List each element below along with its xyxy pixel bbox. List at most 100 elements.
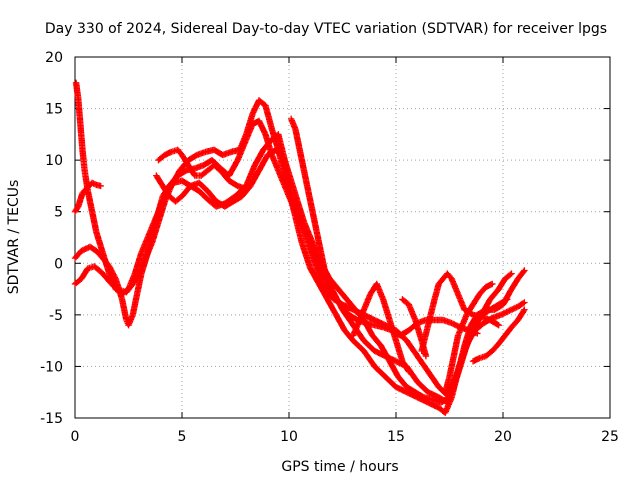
data-point-trail <box>305 240 320 271</box>
x-tick-label: 5 <box>178 429 187 445</box>
data-point-trail <box>441 317 454 326</box>
data-point-trail <box>327 287 337 298</box>
data-point-trail <box>288 117 298 131</box>
x-tick-label: 0 <box>71 429 80 445</box>
data-point-trail <box>89 209 100 235</box>
data-point-trail <box>205 189 219 204</box>
data-point-trail <box>288 178 301 204</box>
data-point-trail <box>106 264 119 281</box>
data-point-trail <box>322 271 333 291</box>
data-point-trail <box>490 312 503 321</box>
data-point-trail <box>301 168 312 193</box>
y-tick-label: 20 <box>45 50 63 66</box>
data-point-trail <box>446 354 457 379</box>
data-point-trail <box>281 158 294 183</box>
y-tick-label: 10 <box>45 153 63 169</box>
series-track-f <box>153 146 528 406</box>
data-point-trail <box>484 281 495 290</box>
data-point-trail <box>404 338 420 359</box>
data-point-trail <box>79 266 91 281</box>
data-point-trail <box>400 359 412 374</box>
y-axis-label: SDTVAR / TECUs <box>6 180 22 295</box>
data-point-trail <box>256 153 271 173</box>
data-point-trail <box>197 180 210 194</box>
data-point-trail <box>248 168 262 188</box>
plot-frame <box>74 56 611 419</box>
data-point-trail <box>118 287 128 295</box>
data-point-trail <box>509 276 521 291</box>
data-point-trail <box>446 374 459 400</box>
data-point-trail <box>459 338 472 358</box>
data-point-trail <box>229 147 242 155</box>
data-point-trail <box>307 266 322 286</box>
data-point-trail <box>346 312 360 323</box>
data-point-trail <box>418 323 431 353</box>
x-tick-label: 25 <box>601 429 619 445</box>
data-point-trail <box>163 149 174 158</box>
data-point-trail <box>314 266 328 291</box>
y-tick-label: 15 <box>45 102 63 118</box>
data-point-trail <box>471 312 484 320</box>
data-point-trail <box>362 312 377 323</box>
data-point-trail <box>344 297 358 312</box>
data-point-trail <box>331 294 343 307</box>
data-point <box>506 307 513 314</box>
series-track-h <box>350 280 413 375</box>
data-point-trail <box>515 307 527 322</box>
data-point-trail <box>75 96 84 126</box>
data-point-trail <box>374 282 386 302</box>
data-point-trail <box>179 153 191 168</box>
y-tick-label: -15 <box>40 411 63 427</box>
data-point-trail <box>149 220 162 245</box>
data-point-trail <box>98 269 110 281</box>
data-point-trail <box>406 302 418 322</box>
data-point-trail <box>415 394 430 406</box>
series-track-l <box>442 280 496 396</box>
data-point-trail <box>502 325 514 338</box>
data-point-trail <box>193 172 203 179</box>
data-point-trail <box>439 394 452 405</box>
data-point-trail <box>361 338 377 354</box>
data-series <box>71 79 528 417</box>
data-point-trail <box>496 296 510 307</box>
data-point-trail <box>372 364 388 379</box>
data-point-trail <box>222 198 236 209</box>
data-point-trail <box>372 317 388 328</box>
data-point-trail <box>243 111 256 137</box>
data-point-trail <box>100 256 112 269</box>
data-point-trail <box>449 277 461 296</box>
data-point-trail <box>256 119 268 137</box>
data-point-trail <box>487 287 501 302</box>
data-point-trail <box>119 297 130 322</box>
data-point-trail <box>231 193 244 204</box>
data-point-trail <box>479 314 492 323</box>
data-point-trail <box>81 168 91 193</box>
data-point-trail <box>507 304 520 314</box>
data-point-trail <box>269 127 282 152</box>
x-tick-label: 15 <box>387 429 405 445</box>
data-point-trail <box>361 348 377 369</box>
data-point-trail <box>129 292 140 317</box>
data-point-trail <box>168 168 183 188</box>
data-point-trail <box>130 271 142 286</box>
data-point-trail <box>467 327 480 337</box>
data-point-trail <box>155 194 166 214</box>
data-point-trail <box>394 384 409 395</box>
data-point-trail <box>509 318 521 330</box>
data-point-trail <box>455 323 465 338</box>
data-point-trail <box>226 158 241 178</box>
data-point-trail <box>218 168 232 183</box>
data-point-trail <box>292 127 303 152</box>
data-point-trail <box>400 297 411 307</box>
data-point-trail <box>235 183 248 192</box>
data-point-trail <box>484 348 495 359</box>
data-point-trail <box>305 189 316 214</box>
data-point-trail <box>471 355 482 364</box>
data-point-trail <box>136 256 149 276</box>
data-point-trail <box>281 173 294 199</box>
data-point-trail <box>488 317 501 328</box>
data-point-trail <box>257 98 268 108</box>
data-point-trail <box>275 168 288 188</box>
data-point-trail <box>440 271 450 281</box>
